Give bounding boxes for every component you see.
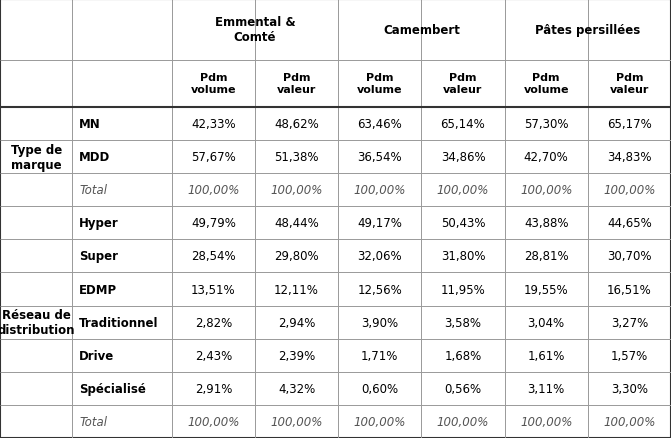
Text: 28,54%: 28,54% [191, 250, 236, 263]
Text: 100,00%: 100,00% [187, 415, 240, 428]
Text: 100,00%: 100,00% [270, 184, 323, 197]
Text: 2,43%: 2,43% [195, 349, 232, 362]
Text: 2,94%: 2,94% [278, 316, 315, 329]
Text: 31,80%: 31,80% [441, 250, 485, 263]
Text: 3,27%: 3,27% [611, 316, 648, 329]
Text: Pdm
valeur: Pdm valeur [610, 73, 649, 95]
Text: 19,55%: 19,55% [524, 283, 568, 296]
Text: 49,17%: 49,17% [358, 217, 402, 230]
Text: 0,56%: 0,56% [444, 382, 482, 395]
Text: 100,00%: 100,00% [520, 415, 572, 428]
Text: 57,67%: 57,67% [191, 151, 236, 164]
Text: 29,80%: 29,80% [274, 250, 319, 263]
Text: 1,71%: 1,71% [361, 349, 399, 362]
Text: Drive: Drive [79, 349, 115, 362]
Text: 1,68%: 1,68% [444, 349, 482, 362]
Text: Pdm
volume: Pdm volume [357, 73, 403, 95]
Text: Total: Total [79, 415, 107, 428]
Text: MN: MN [79, 118, 101, 131]
Text: MDD: MDD [79, 151, 111, 164]
Text: 3,04%: 3,04% [527, 316, 565, 329]
Text: 100,00%: 100,00% [354, 415, 406, 428]
Text: 1,57%: 1,57% [611, 349, 648, 362]
Text: 16,51%: 16,51% [607, 283, 652, 296]
Text: Pdm
valeur: Pdm valeur [277, 73, 316, 95]
Text: 100,00%: 100,00% [270, 415, 323, 428]
Text: 48,62%: 48,62% [274, 118, 319, 131]
Text: 100,00%: 100,00% [437, 415, 489, 428]
Text: 51,38%: 51,38% [274, 151, 319, 164]
Text: 57,30%: 57,30% [524, 118, 568, 131]
Text: Pâtes persillées: Pâtes persillées [535, 24, 640, 37]
Text: 65,14%: 65,14% [441, 118, 485, 131]
Text: 49,79%: 49,79% [191, 217, 236, 230]
Text: 12,56%: 12,56% [358, 283, 402, 296]
Text: 34,83%: 34,83% [607, 151, 652, 164]
Text: 42,33%: 42,33% [191, 118, 236, 131]
Text: Traditionnel: Traditionnel [79, 316, 158, 329]
Text: 3,11%: 3,11% [527, 382, 565, 395]
Text: 42,70%: 42,70% [524, 151, 568, 164]
Text: 32,06%: 32,06% [358, 250, 402, 263]
Text: Hyper: Hyper [79, 217, 119, 230]
Text: 1,61%: 1,61% [527, 349, 565, 362]
Text: 34,86%: 34,86% [441, 151, 485, 164]
Text: 44,65%: 44,65% [607, 217, 652, 230]
Text: 12,11%: 12,11% [274, 283, 319, 296]
Text: 28,81%: 28,81% [524, 250, 568, 263]
Text: 100,00%: 100,00% [603, 184, 656, 197]
Text: 3,90%: 3,90% [361, 316, 399, 329]
Text: Spécialisé: Spécialisé [79, 382, 146, 395]
Text: 30,70%: 30,70% [607, 250, 652, 263]
Text: Pdm
valeur: Pdm valeur [444, 73, 482, 95]
Text: Type de
marque: Type de marque [11, 143, 62, 171]
Text: 63,46%: 63,46% [358, 118, 402, 131]
Text: Camembert: Camembert [383, 24, 460, 37]
Text: 43,88%: 43,88% [524, 217, 568, 230]
Text: 50,43%: 50,43% [441, 217, 485, 230]
Text: 2,91%: 2,91% [195, 382, 232, 395]
Text: 13,51%: 13,51% [191, 283, 236, 296]
Text: 2,82%: 2,82% [195, 316, 232, 329]
Text: Total: Total [79, 184, 107, 197]
Text: 36,54%: 36,54% [358, 151, 402, 164]
Text: 2,39%: 2,39% [278, 349, 315, 362]
Text: Pdm
volume: Pdm volume [191, 73, 236, 95]
Text: 100,00%: 100,00% [187, 184, 240, 197]
Text: 100,00%: 100,00% [520, 184, 572, 197]
Text: 100,00%: 100,00% [603, 415, 656, 428]
Text: 100,00%: 100,00% [354, 184, 406, 197]
Text: 100,00%: 100,00% [437, 184, 489, 197]
Text: EDMP: EDMP [79, 283, 117, 296]
Text: Emmental &
Comté: Emmental & Comté [215, 16, 295, 44]
Text: 65,17%: 65,17% [607, 118, 652, 131]
Text: Réseau de
distribution: Réseau de distribution [0, 308, 75, 336]
Text: 3,58%: 3,58% [444, 316, 482, 329]
Text: 48,44%: 48,44% [274, 217, 319, 230]
Text: 11,95%: 11,95% [441, 283, 485, 296]
Text: 0,60%: 0,60% [361, 382, 399, 395]
Text: Super: Super [79, 250, 118, 263]
Text: 4,32%: 4,32% [278, 382, 315, 395]
Text: 3,30%: 3,30% [611, 382, 648, 395]
Text: Pdm
volume: Pdm volume [523, 73, 569, 95]
